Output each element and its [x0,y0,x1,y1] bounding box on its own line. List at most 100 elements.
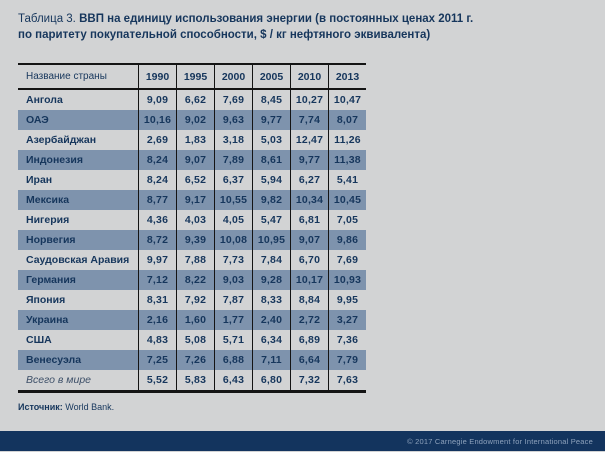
value-cell: 9,95 [328,290,366,310]
value-cell: 1,60 [176,310,215,330]
country-cell: Иран [26,174,53,186]
value-cell: 6,89 [290,330,329,350]
value-cell: 7,73 [214,250,253,270]
value-cell: 8,31 [138,290,177,310]
value-cell: 11,38 [328,150,366,170]
value-cell: 5,83 [176,370,215,392]
value-cell: 8,72 [138,230,177,250]
column-header-year: 1990 [138,64,177,89]
country-cell: Германия [26,274,76,286]
value-cell: 7,36 [328,330,366,350]
table-header-row: Название страны 1990 1995 2000 2005 2010 2013 [18,64,366,89]
table-row: Украина 2,16 1,60 1,77 2,40 2,72 3,27 [18,310,366,330]
value-cell: 9,77 [252,110,291,130]
copyright-text: © 2017 Carnegie Endowment for Internatio… [407,437,593,446]
value-cell: 9,77 [290,150,329,170]
country-cell: Мексика [26,194,70,206]
value-cell: 1,83 [176,130,215,150]
country-cell: Всего в мире [26,374,92,386]
table-row: Ангола 9,09 6,62 7,69 8,45 10,27 10,47 [18,89,366,110]
country-cell: США [26,334,52,346]
value-cell: 10,55 [214,190,253,210]
value-cell: 10,34 [290,190,329,210]
value-cell: 4,03 [176,210,215,230]
value-cell: 8,24 [138,150,177,170]
value-cell: 10,08 [214,230,253,250]
country-cell: Япония [26,294,66,306]
value-cell: 7,32 [290,370,329,392]
table-row: Германия 7,12 8,22 9,03 9,28 10,17 10,93 [18,270,366,290]
table-row: Индонезия 8,24 9,07 7,89 8,61 9,77 11,38 [18,150,366,170]
value-cell: 7,92 [176,290,215,310]
column-header-year: 2013 [328,64,366,89]
table-row: Нигерия 4,36 4,03 4,05 5,47 6,81 7,05 [18,210,366,230]
value-cell: 9,82 [252,190,291,210]
value-cell: 7,12 [138,270,177,290]
country-cell: Индонезия [26,154,83,166]
table-row: Норвегия 8,72 9,39 10,08 10,95 9,07 9,86 [18,230,366,250]
table-row: ОАЭ 10,16 9,02 9,63 9,77 7,74 8,07 [18,110,366,130]
table-title: Таблица 3. ВВП на единицу использования … [18,11,558,43]
value-cell: 6,88 [214,350,253,370]
value-cell: 1,77 [214,310,253,330]
table-row: США 4,83 5,08 5,71 6,34 6,89 7,36 [18,330,366,350]
value-cell: 10,93 [328,270,366,290]
value-cell: 9,63 [214,110,253,130]
source-note: Источник: World Bank. [18,402,114,412]
value-cell: 5,03 [252,130,291,150]
value-cell: 8,33 [252,290,291,310]
value-cell: 8,07 [328,110,366,130]
value-cell: 6,43 [214,370,253,392]
value-cell: 5,41 [328,170,366,190]
value-cell: 3,27 [328,310,366,330]
value-cell: 6,34 [252,330,291,350]
column-header-year: 2005 [252,64,291,89]
table-row: Иран 8,24 6,52 6,37 5,94 6,27 5,41 [18,170,366,190]
column-header-year: 2010 [290,64,329,89]
value-cell: 9,28 [252,270,291,290]
column-header-year: 1995 [176,64,215,89]
value-cell: 12,47 [290,130,329,150]
value-cell: 7,89 [214,150,253,170]
value-cell: 2,72 [290,310,329,330]
country-cell: Азербайджан [26,134,97,146]
value-cell: 7,69 [328,250,366,270]
country-cell: Саудовская Аравия [26,254,130,266]
column-header-year: 2000 [214,64,253,89]
value-cell: 7,87 [214,290,253,310]
table-row: Венесуэла 7,25 7,26 6,88 7,11 6,64 7,79 [18,350,366,370]
table-row: Азербайджан 2,69 1,83 3,18 5,03 12,47 11,26 [18,130,366,150]
source-text: World Bank. [62,402,115,412]
value-cell: 7,79 [328,350,366,370]
value-cell: 9,07 [290,230,329,250]
value-cell: 8,45 [252,89,291,110]
value-cell: 5,94 [252,170,291,190]
value-cell: 2,16 [138,310,177,330]
value-cell: 8,84 [290,290,329,310]
value-cell: 10,45 [328,190,366,210]
value-cell: 10,95 [252,230,291,250]
country-cell: Венесуэла [26,354,82,366]
value-cell: 5,47 [252,210,291,230]
table-body: Ангола 9,09 6,62 7,69 8,45 10,27 10,47 ОАЭ 10,16… [18,89,366,392]
table-title-line2: по паритету покупательной способности, $… [18,29,431,41]
value-cell: 6,27 [290,170,329,190]
table-row: Саудовская Аравия 9,97 7,88 7,73 7,84 6,70 7,6… [18,250,366,270]
value-cell: 9,97 [138,250,177,270]
value-cell: 6,70 [290,250,329,270]
value-cell: 4,36 [138,210,177,230]
value-cell: 6,37 [214,170,253,190]
value-cell: 7,11 [252,350,291,370]
table-title-prefix: Таблица 3. [18,13,80,25]
value-cell: 2,69 [138,130,177,150]
value-cell: 3,18 [214,130,253,150]
country-cell: Нигерия [26,214,70,226]
value-cell: 7,74 [290,110,329,130]
value-cell: 6,62 [176,89,215,110]
value-cell: 9,02 [176,110,215,130]
value-cell: 5,71 [214,330,253,350]
value-cell: 7,88 [176,250,215,270]
value-cell: 9,86 [328,230,366,250]
table-row: Мексика 8,77 9,17 10,55 9,82 10,34 10,45 [18,190,366,210]
column-header-country: Название страны [26,71,107,82]
